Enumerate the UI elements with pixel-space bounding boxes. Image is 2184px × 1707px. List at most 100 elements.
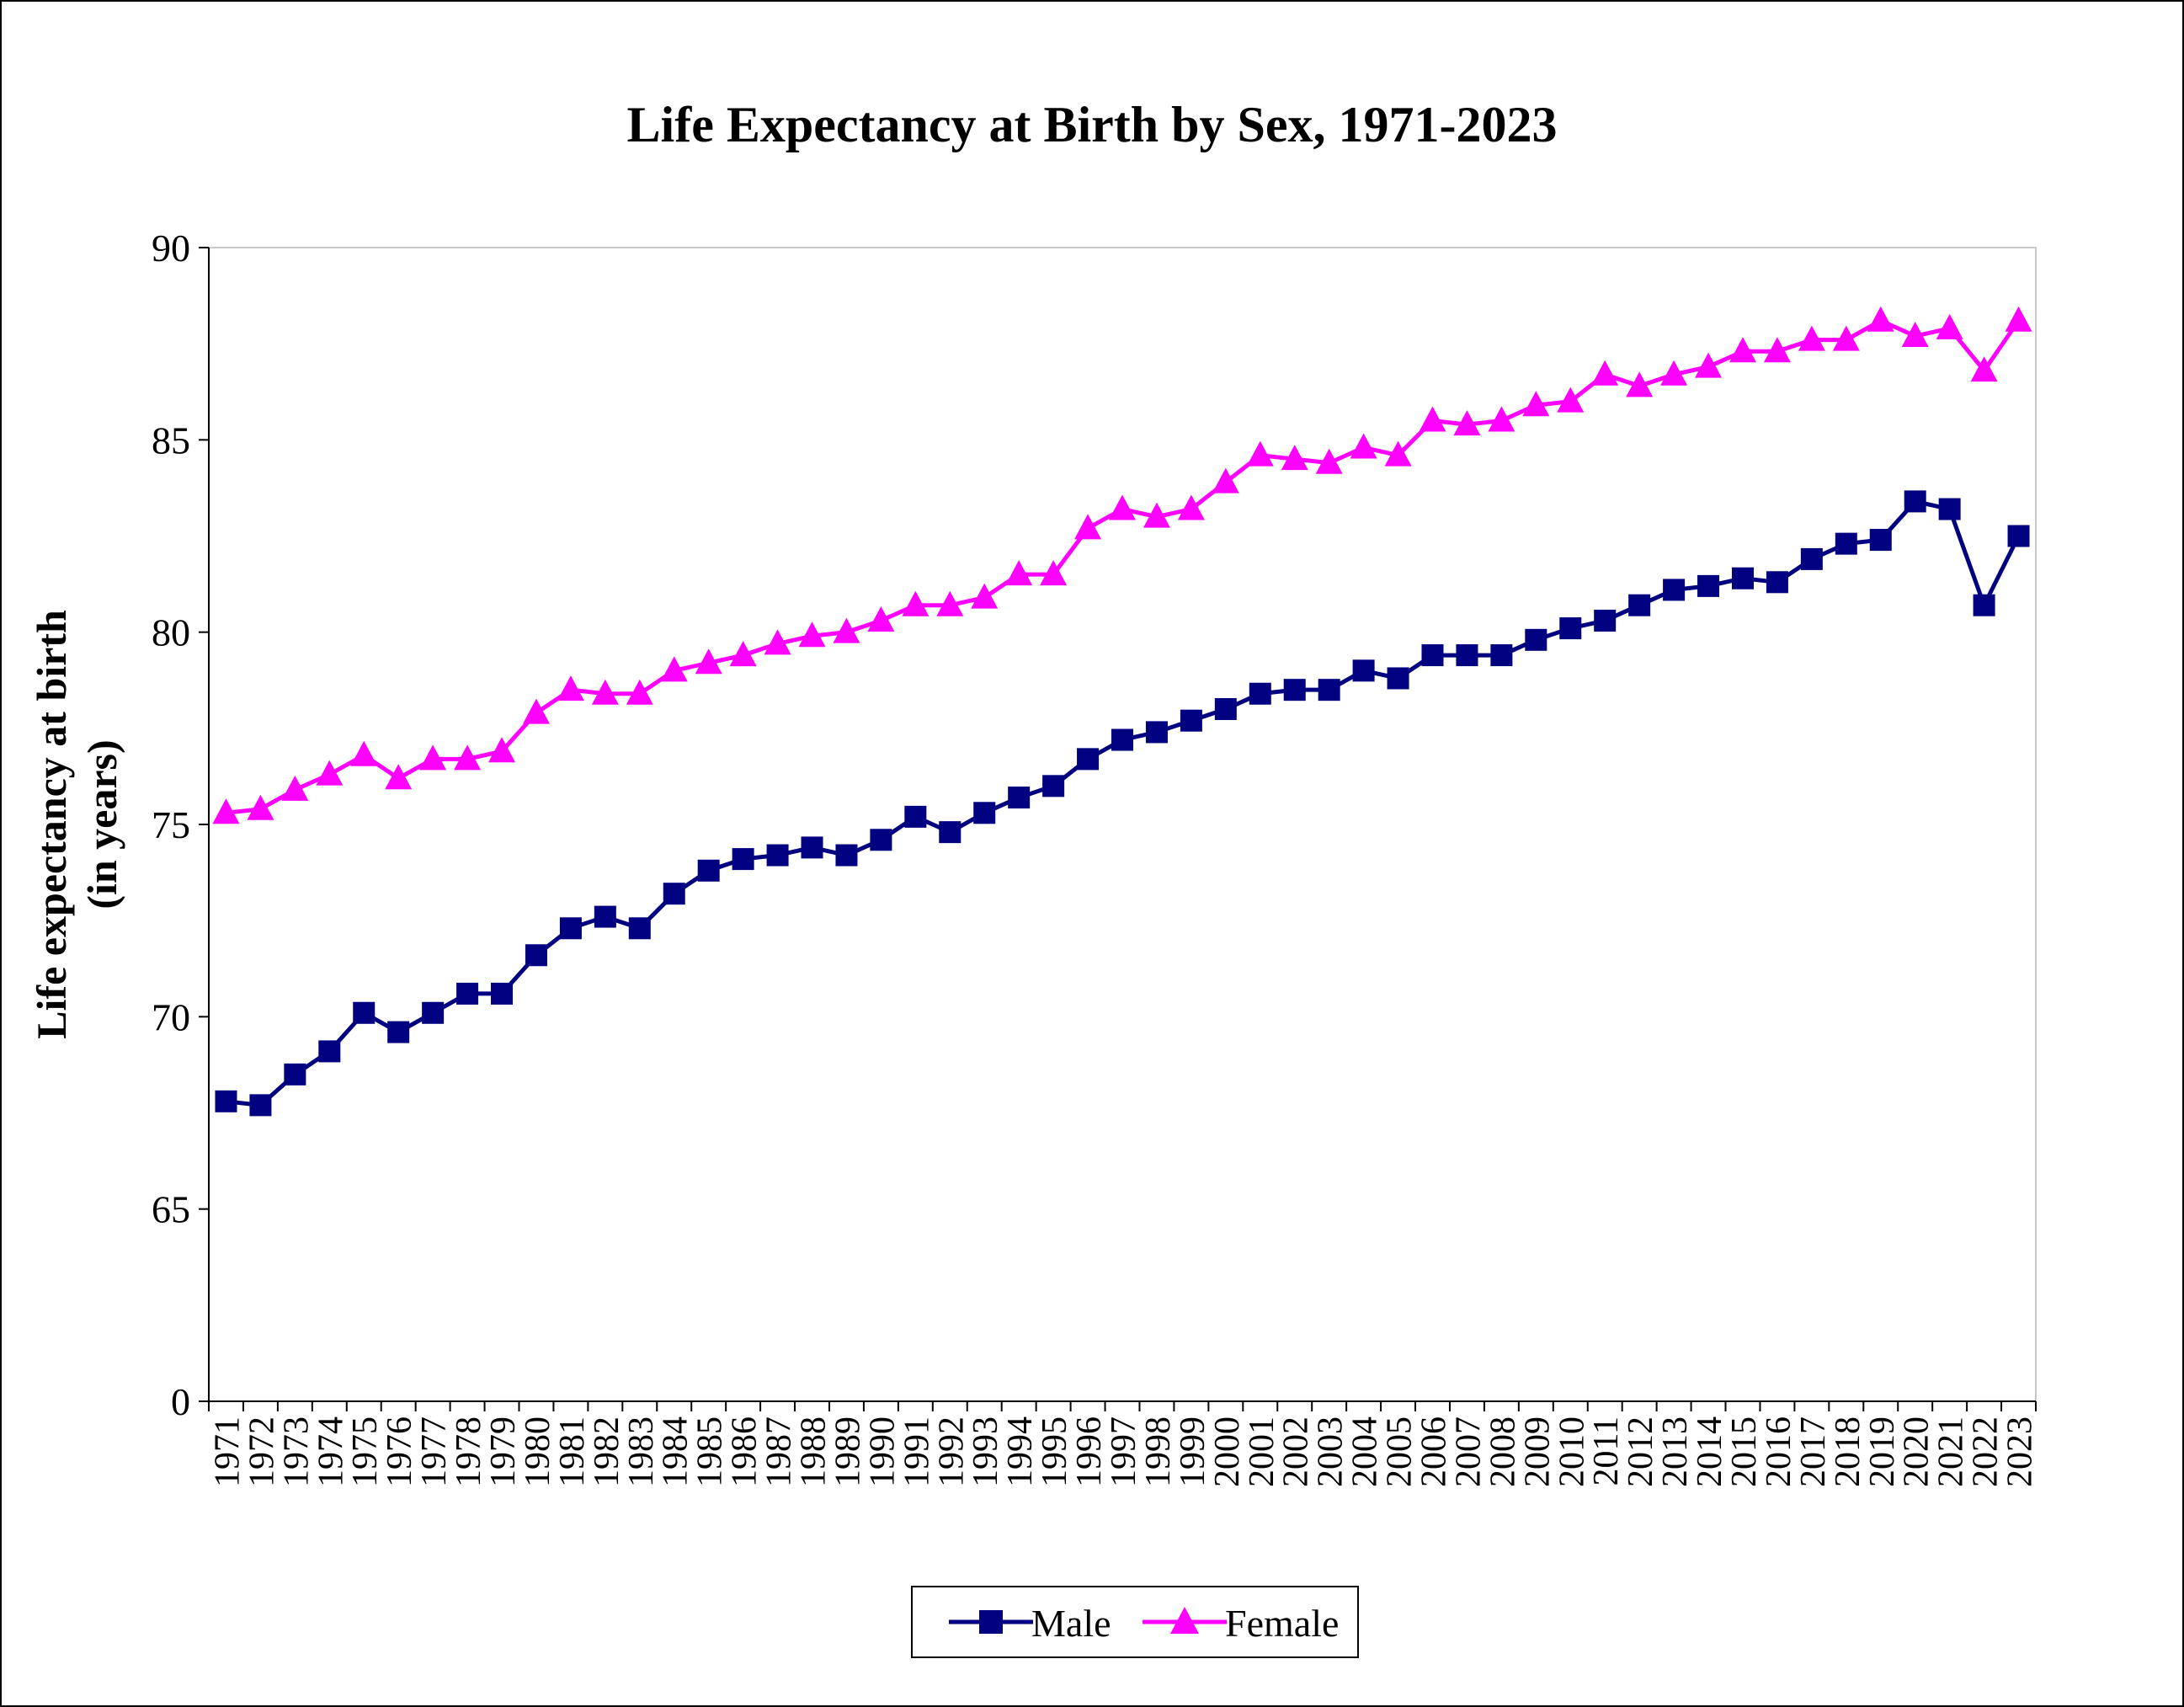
data-point-square (835, 844, 858, 867)
data-point-square (456, 982, 479, 1005)
data-point-triangle (1591, 360, 1619, 386)
x-tick-label: 2019 (1863, 1416, 1902, 1487)
x-tick-label: 1996 (1070, 1416, 1109, 1487)
data-point-square (1938, 498, 1961, 520)
data-point-triangle (1246, 440, 1274, 467)
legend: Male Female (911, 1586, 1359, 1658)
y-tick-label: 80 (152, 611, 190, 654)
data-point-square (491, 982, 514, 1005)
data-point-triangle (281, 775, 309, 801)
data-point-triangle (764, 629, 791, 655)
x-tick-label: 2010 (1553, 1416, 1591, 1487)
data-point-triangle (1419, 406, 1446, 432)
x-tick-label: 1974 (312, 1416, 350, 1487)
data-point-triangle (867, 605, 895, 632)
series-female (212, 306, 2032, 824)
data-point-square (1214, 698, 1237, 720)
data-point-triangle (385, 764, 413, 790)
x-tick-label: 1971 (208, 1416, 247, 1487)
data-point-triangle (488, 737, 516, 763)
data-point-triangle (1384, 440, 1412, 467)
data-point-square (353, 1001, 376, 1024)
data-point-square (1490, 644, 1513, 667)
data-point-triangle (1177, 494, 1205, 520)
x-tick-label: 2002 (1277, 1416, 1316, 1487)
legend-male-label: Male (1031, 1602, 1111, 1645)
data-point-square (1697, 574, 1720, 597)
data-point-triangle (2005, 306, 2032, 332)
x-tick-label: 2004 (1346, 1416, 1385, 1487)
data-point-triangle (557, 675, 584, 701)
data-point-triangle (1350, 433, 1377, 459)
data-point-square (973, 802, 996, 824)
data-point-square (1731, 567, 1754, 589)
x-tick-label: 2015 (1725, 1416, 1764, 1487)
data-point-square (1456, 644, 1478, 667)
legend-female-triangle-marker (1170, 1607, 1199, 1634)
x-tick-label: 1993 (967, 1416, 1005, 1487)
data-point-triangle (1453, 410, 1481, 436)
x-tick-label: 1988 (795, 1416, 834, 1487)
data-point-square (1594, 609, 1617, 632)
data-point-square (2007, 525, 2030, 547)
data-point-triangle (660, 656, 688, 682)
data-point-triangle (1729, 337, 1756, 363)
x-tick-label: 2014 (1691, 1416, 1729, 1487)
data-point-triangle (212, 798, 240, 824)
data-point-square (1559, 617, 1582, 640)
x-tick-label: 1994 (1001, 1416, 1040, 1487)
data-point-triangle (591, 679, 619, 705)
x-tick-label: 1995 (1036, 1416, 1074, 1487)
data-point-square (1042, 775, 1065, 797)
x-tick-label: 1992 (932, 1416, 971, 1487)
data-point-triangle (971, 583, 999, 609)
data-point-square (1421, 644, 1444, 667)
x-tick-label: 1982 (588, 1416, 626, 1487)
data-point-triangle (1763, 337, 1791, 363)
x-tick-label: 1986 (726, 1416, 764, 1487)
y-tick-label: 65 (152, 1188, 190, 1231)
x-tick-label: 1983 (622, 1416, 661, 1487)
data-point-triangle (626, 679, 653, 705)
y-tick-label: 70 (152, 995, 190, 1038)
data-point-square (1318, 679, 1340, 701)
data-point-square (318, 1040, 341, 1063)
x-tick-label: 2017 (1794, 1416, 1833, 1487)
x-tick-label: 2007 (1449, 1416, 1488, 1487)
y-axis-label-line1: Life expectancy at birth (28, 610, 75, 1039)
data-point-square (697, 859, 720, 882)
y-axis-label-line2: (in years) (78, 739, 125, 909)
data-point-triangle (1488, 406, 1515, 432)
x-tick-label: 2020 (1898, 1416, 1936, 1487)
x-tick-label: 1997 (1105, 1416, 1143, 1487)
data-point-square (1008, 787, 1031, 809)
x-tick-label: 2009 (1518, 1416, 1557, 1487)
x-tick-label: 1972 (242, 1416, 281, 1487)
x-tick-label: 2005 (1381, 1416, 1420, 1487)
data-point-square (663, 883, 685, 905)
y-tick-label: 75 (152, 803, 190, 846)
data-point-triangle (1315, 448, 1343, 474)
x-tick-label: 1978 (450, 1416, 488, 1487)
x-tick-label: 2003 (1312, 1416, 1350, 1487)
x-tick-label: 1973 (277, 1416, 316, 1487)
x-tick-label: 1977 (415, 1416, 454, 1487)
data-point-triangle (833, 617, 860, 643)
data-point-triangle (1557, 387, 1585, 413)
x-tick-label: 2006 (1414, 1416, 1453, 1487)
data-point-triangle (1522, 391, 1550, 417)
data-point-square (1904, 490, 1926, 513)
data-point-triangle (1626, 371, 1654, 397)
x-tick-label: 1991 (898, 1416, 936, 1487)
x-tick-label: 1989 (828, 1416, 867, 1487)
data-point-square (1628, 594, 1651, 616)
x-tick-label: 1987 (760, 1416, 799, 1487)
y-tick-label: 85 (152, 419, 190, 461)
data-point-square (559, 917, 582, 940)
data-point-square (594, 905, 616, 928)
y-tick-label: 0 (171, 1380, 190, 1423)
data-point-square (1835, 532, 1857, 555)
